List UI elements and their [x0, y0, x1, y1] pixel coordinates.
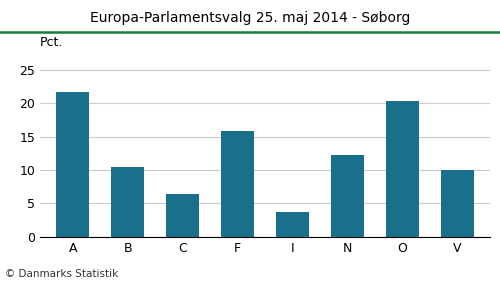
Text: © Danmarks Statistik: © Danmarks Statistik: [5, 269, 118, 279]
Bar: [276, 212, 309, 237]
Bar: [221, 131, 254, 237]
Bar: [166, 194, 199, 237]
Bar: [386, 101, 418, 237]
Bar: [440, 170, 474, 237]
Bar: [56, 92, 90, 237]
Bar: [112, 167, 144, 237]
Bar: [331, 155, 364, 237]
Text: Europa-Parlamentsvalg 25. maj 2014 - Søborg: Europa-Parlamentsvalg 25. maj 2014 - Søb…: [90, 11, 410, 25]
Text: Pct.: Pct.: [40, 36, 64, 49]
